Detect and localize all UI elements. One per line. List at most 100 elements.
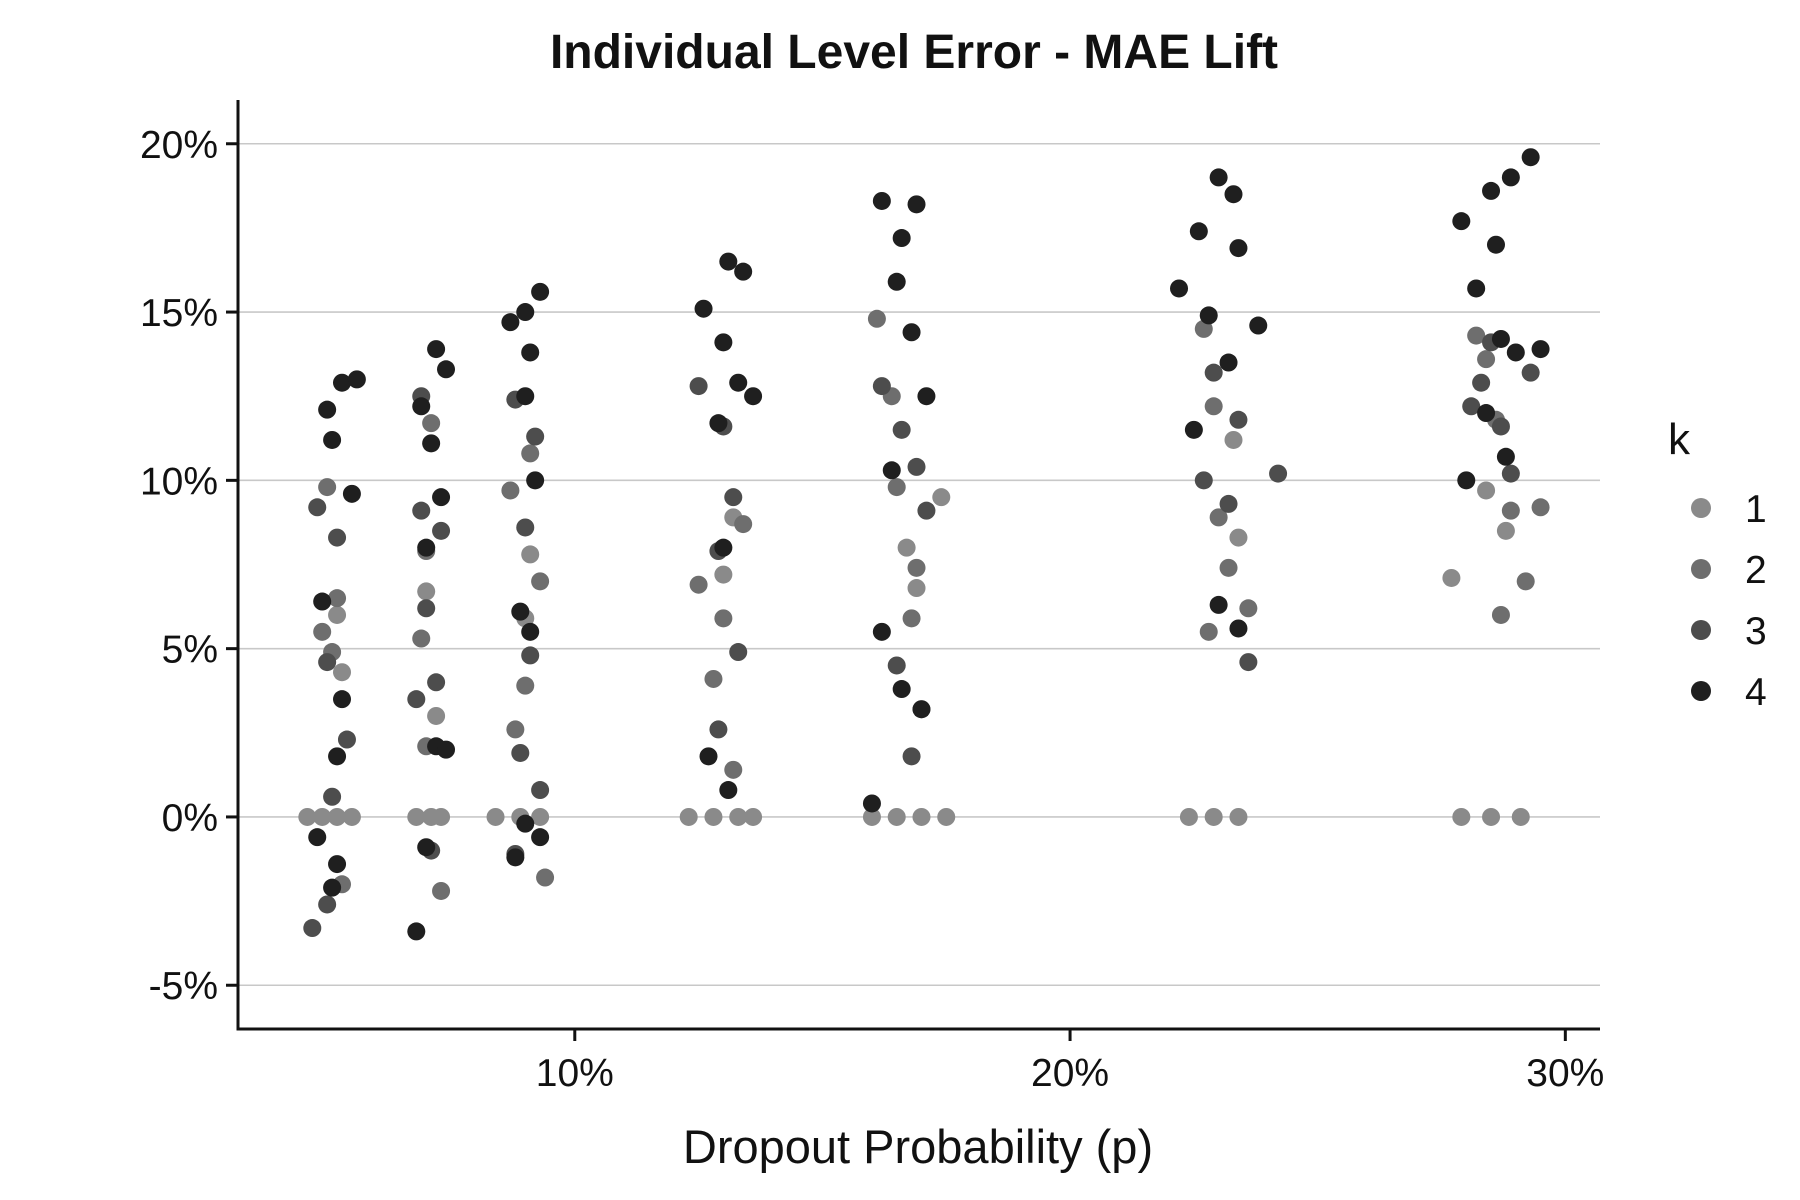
- data-point: [318, 478, 337, 497]
- legend-label: 3: [1745, 610, 1767, 653]
- data-point: [1452, 212, 1471, 231]
- legend-item-2: 2: [1691, 549, 1767, 592]
- data-point: [333, 690, 352, 709]
- data-point: [531, 828, 550, 847]
- data-point: [1209, 508, 1228, 527]
- data-point: [1482, 807, 1501, 826]
- data-point: [427, 673, 446, 692]
- data-point: [882, 461, 901, 480]
- legend-item-1: 1: [1691, 488, 1767, 531]
- legend-label: 2: [1745, 549, 1767, 592]
- data-point: [734, 262, 753, 281]
- data-point: [1467, 326, 1486, 345]
- data-point: [1496, 521, 1515, 540]
- data-point: [862, 794, 881, 813]
- data-point: [704, 669, 723, 688]
- data-point: [501, 481, 520, 500]
- data-point: [1219, 494, 1238, 513]
- data-point: [1491, 605, 1510, 624]
- data-point: [432, 807, 451, 826]
- data-point: [516, 814, 535, 833]
- data-point: [337, 730, 356, 749]
- data-point: [1249, 316, 1268, 335]
- data-point: [432, 521, 451, 540]
- data-point: [516, 387, 535, 406]
- data-point: [689, 377, 708, 396]
- data-point: [526, 471, 545, 490]
- data-point: [1491, 329, 1510, 348]
- data-point: [531, 282, 550, 301]
- data-point: [709, 414, 728, 433]
- data-point: [318, 895, 337, 914]
- data-point: [501, 313, 520, 332]
- data-point: [1229, 410, 1248, 429]
- data-point: [323, 878, 342, 897]
- data-point: [308, 498, 327, 517]
- data-point: [427, 340, 446, 359]
- data-point: [1239, 599, 1258, 618]
- data-point: [1501, 464, 1520, 483]
- x-axis-ticks: 10% 20% 30%: [536, 1029, 1604, 1095]
- data-point: [1531, 498, 1550, 517]
- legend-item-4: 4: [1691, 671, 1767, 714]
- data-point: [1477, 350, 1496, 369]
- data-point: [932, 488, 951, 507]
- data-point: [744, 807, 763, 826]
- data-point: [1189, 222, 1208, 241]
- data-point: [313, 807, 332, 826]
- data-point: [1521, 363, 1540, 382]
- data-point: [486, 807, 505, 826]
- data-point: [724, 488, 743, 507]
- data-point: [1501, 501, 1520, 520]
- data-point: [1199, 306, 1218, 325]
- data-point: [521, 545, 540, 564]
- data-point: [1229, 619, 1248, 638]
- data-point: [516, 676, 535, 695]
- data-point: [1467, 279, 1486, 298]
- data-point: [1491, 417, 1510, 436]
- data-point: [1219, 558, 1238, 577]
- data-point: [531, 781, 550, 800]
- data-point: [887, 807, 906, 826]
- data-point: [887, 478, 906, 497]
- legend-title: k: [1668, 415, 1691, 464]
- data-point: [328, 528, 347, 547]
- data-point: [417, 538, 436, 557]
- data-point: [897, 538, 916, 557]
- legend-item-3: 3: [1691, 610, 1767, 653]
- data-point: [699, 747, 718, 766]
- data-point: [1170, 279, 1189, 298]
- gridlines: [238, 142, 1600, 987]
- data-point: [907, 195, 926, 214]
- data-point: [704, 807, 723, 826]
- y-tick-label: 15%: [140, 292, 218, 335]
- data-point: [1194, 471, 1213, 490]
- data-point: [432, 881, 451, 900]
- data-point: [902, 323, 921, 342]
- data-point: [1472, 373, 1491, 392]
- data-point: [347, 370, 366, 389]
- data-point: [412, 397, 431, 416]
- data-point: [734, 515, 753, 534]
- x-tick-label: 20%: [1031, 1052, 1109, 1095]
- data-point: [313, 592, 332, 611]
- x-tick-label: 30%: [1526, 1052, 1604, 1095]
- data-point: [1457, 471, 1476, 490]
- data-point: [432, 488, 451, 507]
- data-point: [531, 572, 550, 591]
- data-point: [1501, 168, 1520, 187]
- data-point: [323, 430, 342, 449]
- data-point: [917, 501, 936, 520]
- data-point: [516, 303, 535, 322]
- data-point: [313, 622, 332, 641]
- data-point: [323, 787, 342, 806]
- x-axis-title: Dropout Probability (p): [683, 1120, 1153, 1173]
- data-point: [912, 807, 931, 826]
- data-point: [892, 680, 911, 699]
- data-point: [1204, 807, 1223, 826]
- data-point: [318, 400, 337, 419]
- data-point: [714, 333, 733, 352]
- data-point: [872, 377, 891, 396]
- data-point: [709, 720, 728, 739]
- data-point: [506, 720, 525, 739]
